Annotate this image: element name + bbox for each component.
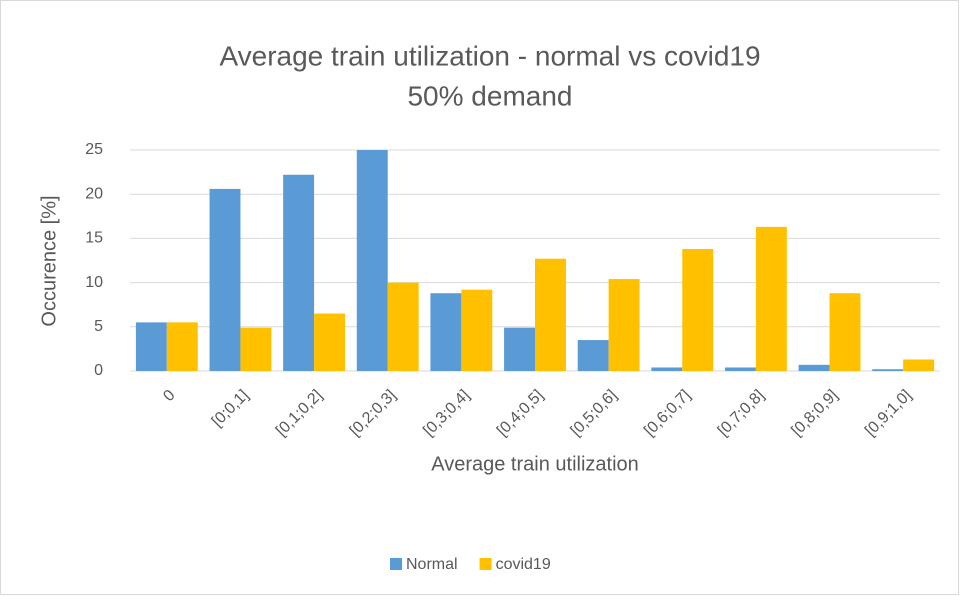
bar [903,359,935,371]
bar [651,367,683,371]
y-axis-title: Occurence [%] [38,195,60,326]
bar [314,313,346,371]
bar [504,327,535,371]
y-tick-label: 20 [85,185,103,202]
bar [755,226,787,371]
bar [872,369,904,371]
bar [724,367,756,371]
bar [608,279,640,371]
bar [829,293,861,371]
x-axis-title: Average train utilization [431,453,639,475]
legend-swatch [479,558,492,570]
bar [283,174,315,371]
bar [387,282,419,371]
bar [166,322,198,371]
bar [535,258,566,371]
legend-label: covid19 [496,556,551,573]
bar [682,249,714,371]
y-tick-label: 5 [94,318,103,335]
legend-swatch [390,558,402,570]
bar [577,340,609,371]
bar [356,150,388,371]
bar [430,293,462,371]
y-tick-label: 10 [85,274,103,291]
bar [461,289,493,371]
y-tick-label: 15 [85,230,103,247]
y-tick-label: 25 [85,141,103,158]
bar [209,188,241,371]
chart-subtitle: 50% demand [407,80,572,111]
bar [240,327,272,371]
y-tick-label: 0 [94,362,103,379]
legend-label: Normal [406,556,458,573]
bar [798,364,830,371]
bar [135,322,167,371]
chart-title: Average train utilization - normal vs co… [219,40,760,71]
